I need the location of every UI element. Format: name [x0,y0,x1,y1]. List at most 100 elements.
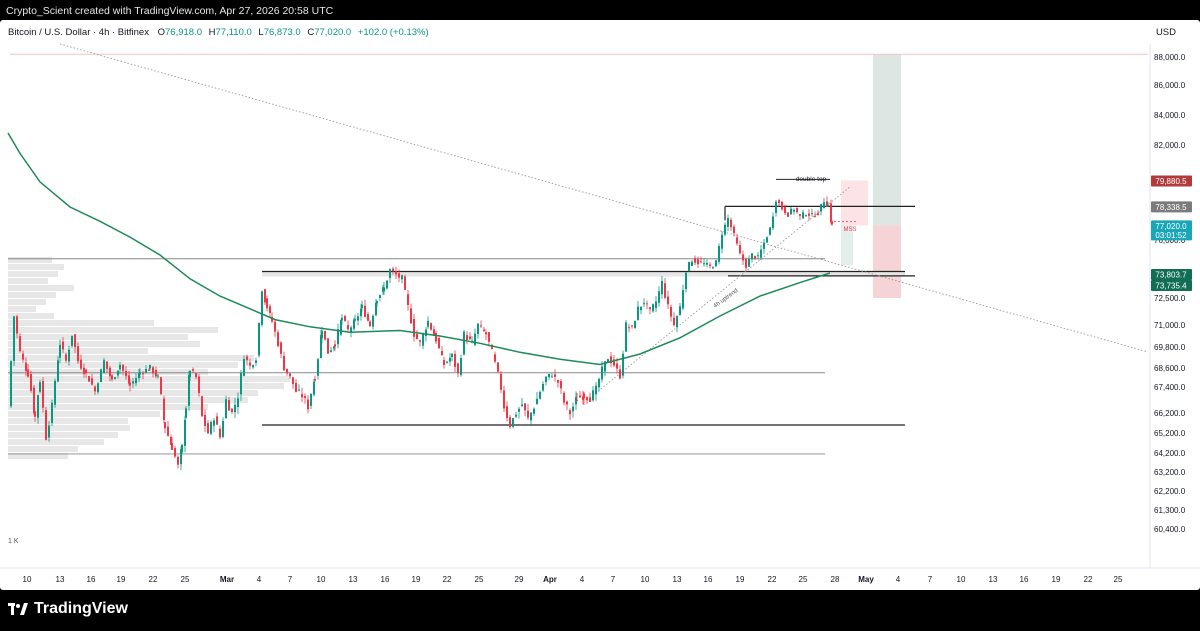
candle-body [261,291,263,325]
candle-body [589,397,591,402]
candle [474,328,476,347]
candle-body [542,383,544,391]
candle [784,204,786,216]
candle [231,408,233,415]
candle [376,300,378,307]
candle [129,378,131,392]
candle-body [509,417,511,428]
candle [152,365,154,378]
candle [700,256,702,264]
candle [228,396,230,411]
candle-body [30,374,32,391]
price-tick-label: 65,200.0 [1154,429,1186,438]
candle-body [527,410,529,418]
candle-body [655,301,657,309]
candle [174,445,176,458]
candle [457,362,459,378]
double-top-price-badge-text: 78,338.5 [1155,203,1187,212]
candle [289,373,291,379]
candle-body [775,201,777,213]
candle-body [419,340,421,342]
candle-body [808,213,810,216]
price-tick-label: 76,000.0 [1154,236,1186,245]
candle-body [545,376,547,383]
candle [718,243,720,265]
candle-body [213,420,215,426]
candle [494,351,496,364]
candle [569,408,571,420]
candle [330,346,332,353]
candle-body [16,316,18,334]
time-tick-label: 25 [799,575,808,584]
price-badges: 79,880.5 78,338.5 77,020.003:01:52 73,803.7… [1151,175,1192,291]
candle [745,257,747,272]
candle [350,325,352,338]
candle [515,411,517,418]
candle [805,214,807,217]
price-tick-label: 82,000.0 [1154,141,1186,150]
candle-body [554,374,556,377]
candle [554,369,556,382]
candle [237,392,239,415]
candle [763,239,765,254]
candle [451,353,453,362]
candle-body [449,357,451,362]
candle-body [466,335,468,341]
candle [691,260,693,267]
price-chart[interactable]: Bitcoin / U.S. Dollar · 4h · Bitfinex O7… [0,20,1200,590]
candle [441,346,443,356]
candle-body [198,376,200,393]
time-tick-label: 16 [704,575,713,584]
candle [649,307,651,315]
candle-body [383,287,385,292]
volume-profile-bar [8,341,200,347]
candle-body [787,212,789,217]
candle-body [222,420,224,437]
double-top-price-badge-bg [1151,201,1192,213]
candle [422,332,424,350]
candle [811,208,813,217]
candle [831,219,833,226]
candle-body [715,260,717,267]
tradingview-logo-icon [8,603,28,615]
candle-body [826,201,828,208]
candle [132,378,134,389]
candle-body [416,334,418,339]
candle [827,202,829,208]
chart-panel[interactable]: Bitcoin / U.S. Dollar · 4h · Bitfinex O7… [0,20,1200,590]
candle-body [201,396,203,417]
candle-body [185,408,187,418]
candle-body [709,264,711,266]
time-tick-label: 13 [989,575,998,584]
candle-body [582,396,584,401]
candle [595,381,597,401]
candle [392,266,394,275]
last-price-badge-text: 77,020.0 [1155,222,1187,231]
candle-body [551,376,553,378]
candle [712,266,714,269]
candle-body [295,383,297,392]
candle-body [216,416,218,425]
candle-body [790,208,792,215]
candle-body [700,261,702,263]
candle-body [515,414,517,417]
candle [536,391,538,405]
time-tick-label: 4 [896,575,901,584]
candle-body [152,367,154,374]
candle [42,377,44,413]
tradingview-logo[interactable]: TradingView [8,600,128,618]
uptrend-label: 4h uptrend [713,288,740,310]
candle-body [367,314,369,321]
stop-loss-zone [873,225,901,298]
candle [637,301,639,321]
last-price-badge-bg [1151,220,1192,241]
candle [589,392,591,403]
candle-body [292,377,294,385]
candle [33,385,35,415]
candle-body [643,303,645,305]
candle [333,345,335,352]
candle [145,365,147,374]
time-tick-label: 10 [23,575,32,584]
candle-body [401,275,403,280]
candle-body [533,408,535,414]
